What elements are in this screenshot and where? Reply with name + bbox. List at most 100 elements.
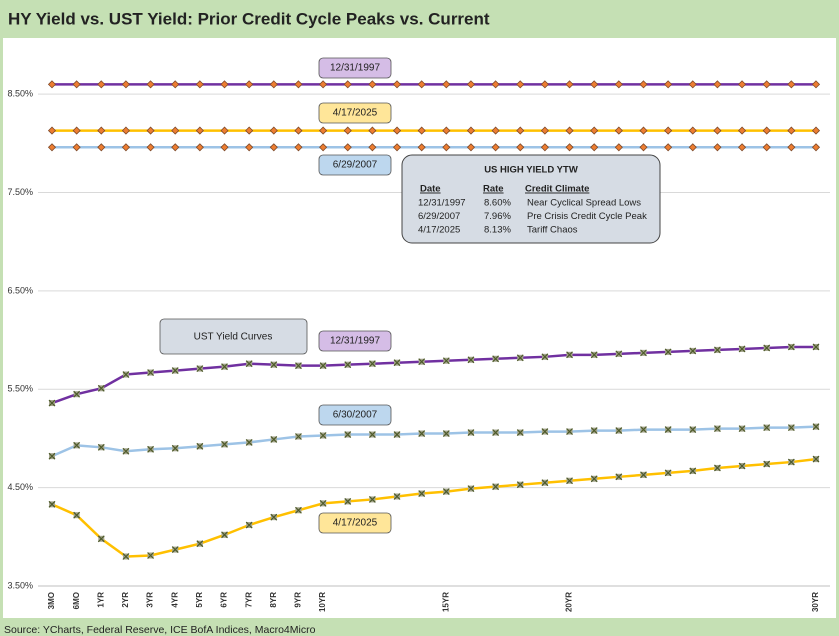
marker-cross: [221, 531, 228, 539]
marker-cross: [812, 455, 820, 463]
data-marker: [146, 143, 155, 152]
data-marker: [540, 126, 549, 135]
marker-cross: [418, 490, 426, 497]
data-marker: [195, 143, 204, 152]
annotation-label: UST Yield Curves: [194, 332, 273, 343]
data-marker: [540, 143, 549, 152]
annotation-box: [318, 330, 392, 352]
marker-cross: [467, 429, 475, 436]
y-tick-label: 5.50%: [7, 384, 33, 394]
marker-cross: [787, 424, 795, 432]
table-cell: Pre Crisis Credit Cycle Peak: [527, 211, 647, 222]
marker-cross: [492, 483, 500, 491]
data-marker: [590, 80, 599, 89]
marker-cross: [418, 430, 426, 437]
data-marker: [614, 126, 623, 135]
marker-cross: [147, 552, 155, 559]
marker-cross: [122, 447, 130, 455]
data-marker: [565, 80, 574, 89]
data-marker: [540, 80, 549, 89]
data-marker: [737, 143, 747, 152]
marker-cross: [689, 347, 697, 355]
marker-cross: [221, 363, 228, 371]
data-marker: [343, 143, 352, 152]
marker-cross: [713, 346, 721, 354]
data-marker: [688, 80, 697, 89]
annotation-box: [318, 154, 392, 176]
table-cell: 6/29/2007: [418, 211, 460, 222]
data-marker: [72, 143, 81, 152]
data-marker: [417, 143, 426, 152]
data-marker: [245, 143, 254, 152]
marker-cross: [295, 362, 302, 370]
x-tick-label: 1YR: [96, 592, 105, 608]
marker-cross: [196, 442, 204, 450]
data-marker: [72, 80, 81, 89]
marker-cross: [541, 479, 549, 487]
y-tick-label: 3.50%: [7, 580, 33, 590]
data-marker: [614, 143, 623, 152]
annotation-label: 4/17/2025: [333, 108, 378, 119]
annotation-label: 6/30/2007: [333, 410, 378, 421]
marker-cross: [147, 369, 155, 376]
data-marker: [664, 126, 673, 135]
data-marker: [491, 143, 500, 152]
marker-cross: [48, 399, 56, 407]
marker-cross: [171, 444, 179, 452]
data-marker: [269, 80, 278, 89]
data-marker: [565, 143, 574, 152]
marker-cross: [393, 431, 401, 438]
marker-cross: [516, 481, 524, 489]
marker-cross: [344, 497, 352, 505]
data-marker: [319, 126, 328, 135]
annotation-box: [318, 57, 392, 79]
data-marker: [442, 126, 451, 135]
marker-cross: [221, 440, 228, 448]
x-tick-label: 10YR: [318, 592, 327, 612]
table-title: US HIGH YIELD YTW: [484, 165, 578, 176]
x-tick-label: 3MO: [47, 592, 56, 609]
data-marker: [343, 126, 352, 135]
marker-cross: [270, 361, 278, 369]
data-marker: [688, 126, 697, 135]
marker-cross: [393, 359, 401, 367]
data-marker: [516, 80, 525, 89]
data-marker: [442, 143, 451, 152]
data-marker: [368, 80, 377, 89]
marker-cross: [368, 360, 376, 368]
marker-cross: [245, 438, 253, 446]
table-cell: 8.13%: [484, 225, 511, 236]
table-header: Credit Climate: [525, 184, 589, 195]
y-tick-label: 4.50%: [7, 482, 33, 492]
x-tick-label: 7YR: [244, 592, 253, 608]
data-marker: [565, 126, 574, 135]
marker-cross: [442, 488, 450, 495]
data-marker: [294, 143, 303, 152]
marker-cross: [738, 462, 746, 470]
marker-cross: [640, 426, 647, 434]
marker-cross: [664, 426, 672, 434]
x-tick-label: 8YR: [269, 592, 278, 608]
y-tick-label: 7.50%: [7, 187, 33, 197]
marker-cross: [738, 345, 746, 353]
marker-cross: [442, 430, 450, 437]
data-marker: [220, 143, 229, 152]
marker-cross: [270, 513, 278, 521]
data-marker: [245, 80, 254, 89]
marker-cross: [196, 540, 204, 548]
marker-cross: [368, 431, 376, 438]
data-marker: [392, 80, 402, 89]
data-marker: [417, 126, 426, 135]
data-marker: [713, 143, 722, 152]
data-marker: [811, 80, 821, 89]
data-marker: [245, 126, 254, 135]
data-marker: [47, 126, 57, 135]
marker-cross: [541, 353, 549, 361]
marker-cross: [418, 358, 426, 366]
data-marker: [146, 126, 155, 135]
marker-cross: [664, 348, 672, 356]
marker-cross: [295, 506, 302, 514]
data-marker: [294, 126, 303, 135]
marker-cross: [763, 424, 771, 432]
annotation-label: 6/29/2007: [333, 160, 378, 171]
